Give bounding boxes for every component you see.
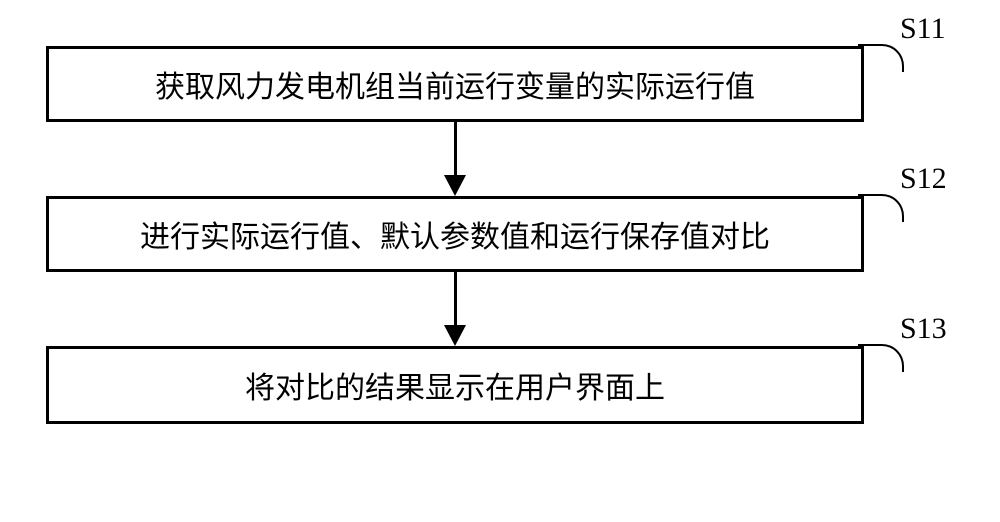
step-text-s12: 进行实际运行值、默认参数值和运行保存值对比 bbox=[140, 212, 770, 256]
step-box-s13: 将对比的结果显示在用户界面上 bbox=[46, 346, 864, 424]
arrow-head-icon bbox=[444, 175, 466, 196]
step-label-s11: S11 bbox=[900, 12, 946, 46]
arrow-head-icon bbox=[444, 325, 466, 346]
step-box-s12: 进行实际运行值、默认参数值和运行保存值对比 bbox=[46, 196, 864, 272]
step-text-s11: 获取风力发电机组当前运行变量的实际运行值 bbox=[155, 62, 755, 106]
step-label-s12: S12 bbox=[900, 162, 947, 196]
step-label-s13: S13 bbox=[900, 312, 947, 346]
step-box-s11: 获取风力发电机组当前运行变量的实际运行值 bbox=[46, 46, 864, 122]
connector-s12 bbox=[858, 194, 904, 222]
connector-s11 bbox=[858, 44, 904, 72]
arrow-line bbox=[454, 122, 457, 175]
arrow-s11-s12 bbox=[46, 122, 864, 196]
arrow-s12-s13 bbox=[46, 272, 864, 346]
step-text-s13: 将对比的结果显示在用户界面上 bbox=[245, 363, 665, 407]
connector-s13 bbox=[858, 344, 904, 372]
arrow-line bbox=[454, 272, 457, 325]
